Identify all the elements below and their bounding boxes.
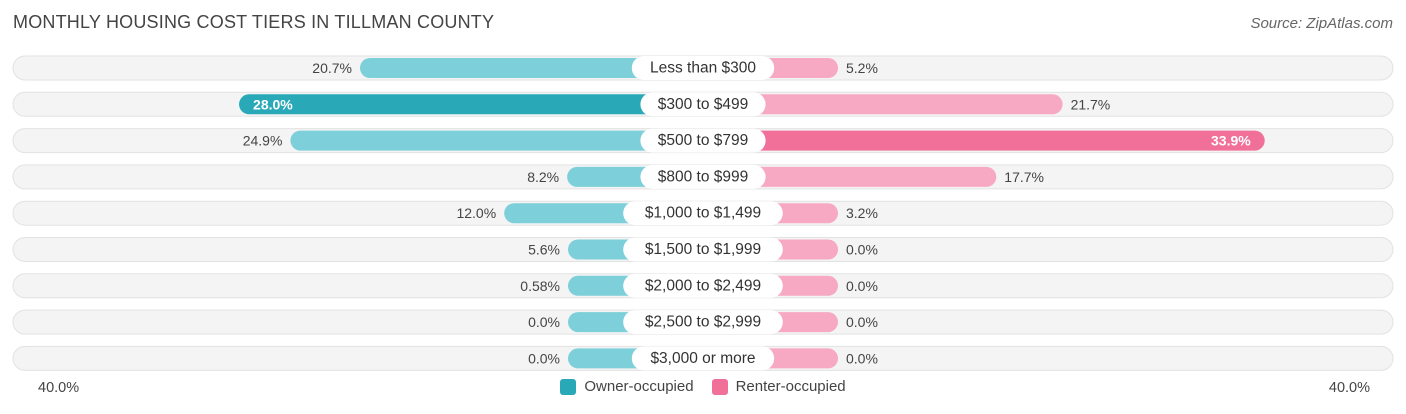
owner-value-label: 20.7% xyxy=(312,60,352,76)
category-label: $800 to $999 xyxy=(658,168,749,185)
owner-bar xyxy=(360,58,703,78)
legend-item-owner: Owner-occupied xyxy=(560,378,694,395)
category-pill xyxy=(631,56,775,80)
renter-value-label: 0.0% xyxy=(846,314,878,330)
source-note: Source: ZipAtlas.com xyxy=(1250,15,1393,32)
chart-title: MONTHLY HOUSING COST TIERS IN TILLMAN CO… xyxy=(13,12,495,32)
owner-value-label: 5.6% xyxy=(528,242,560,258)
category-label: $1,000 to $1,499 xyxy=(645,205,761,222)
renter-bar xyxy=(703,130,1265,151)
category-label: $2,500 to $2,999 xyxy=(645,314,761,331)
owner-value-label: 24.9% xyxy=(243,133,283,149)
renter-value-label: 0.0% xyxy=(846,278,878,294)
category-label: $2,000 to $2,499 xyxy=(645,277,761,294)
renter-value-label: 0.0% xyxy=(846,242,878,258)
owner-value-label: 28.0% xyxy=(253,96,293,112)
category-pill xyxy=(631,346,775,371)
legend: Owner-occupied Renter-occupied xyxy=(0,378,1406,395)
category-pill xyxy=(640,128,766,153)
category-pill xyxy=(623,273,783,298)
legend-swatch-owner xyxy=(560,378,577,395)
category-pill xyxy=(623,201,783,226)
renter-value-label: 0.0% xyxy=(846,350,878,366)
legend-swatch-renter xyxy=(711,378,728,395)
category-label: $1,500 to $1,999 xyxy=(645,241,761,258)
category-pill xyxy=(623,310,783,335)
renter-value-label: 33.9% xyxy=(1211,133,1251,149)
owner-value-label: 0.0% xyxy=(528,314,560,330)
legend-label-owner: Owner-occupied xyxy=(584,378,694,395)
category-label: $300 to $499 xyxy=(658,96,749,113)
category-label: $500 to $799 xyxy=(658,132,749,149)
category-pill xyxy=(640,164,766,189)
owner-value-label: 0.58% xyxy=(520,278,560,294)
owner-bar xyxy=(290,130,703,151)
renter-value-label: 5.2% xyxy=(846,60,878,76)
axis-left-label: 40.0% xyxy=(38,380,80,396)
owner-bar xyxy=(239,94,704,115)
renter-bar xyxy=(703,166,997,187)
owner-value-label: 12.0% xyxy=(456,205,496,221)
category-pill xyxy=(623,237,783,262)
renter-bar xyxy=(703,94,1063,115)
axis-right-label: 40.0% xyxy=(1328,380,1370,396)
category-label: $3,000 or more xyxy=(650,350,755,367)
category-pill xyxy=(640,92,766,117)
category-label: Less than $300 xyxy=(650,60,756,77)
renter-value-label: 17.7% xyxy=(1004,169,1044,185)
renter-value-label: 3.2% xyxy=(846,205,878,221)
owner-value-label: 8.2% xyxy=(527,169,559,185)
owner-value-label: 0.0% xyxy=(528,350,560,366)
legend-item-renter: Renter-occupied xyxy=(711,378,846,395)
legend-label-renter: Renter-occupied xyxy=(735,378,846,395)
renter-value-label: 21.7% xyxy=(1071,96,1111,112)
